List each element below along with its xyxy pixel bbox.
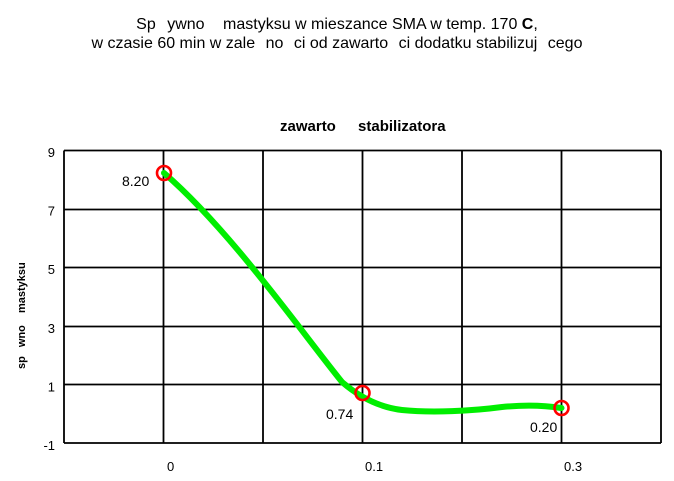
svg-text:1: 1 [48, 379, 55, 394]
svg-text:0.20: 0.20 [530, 419, 557, 435]
svg-text:8.20: 8.20 [122, 173, 149, 189]
svg-text:5: 5 [48, 262, 55, 277]
svg-text:9: 9 [48, 145, 55, 160]
svg-text:-1: -1 [43, 438, 55, 453]
svg-text:7: 7 [48, 204, 55, 219]
svg-text:0.3: 0.3 [564, 459, 582, 474]
svg-text:0.1: 0.1 [365, 459, 383, 474]
svg-text:0.74: 0.74 [326, 406, 353, 422]
svg-text:3: 3 [48, 321, 55, 336]
svg-text:0: 0 [167, 459, 174, 474]
